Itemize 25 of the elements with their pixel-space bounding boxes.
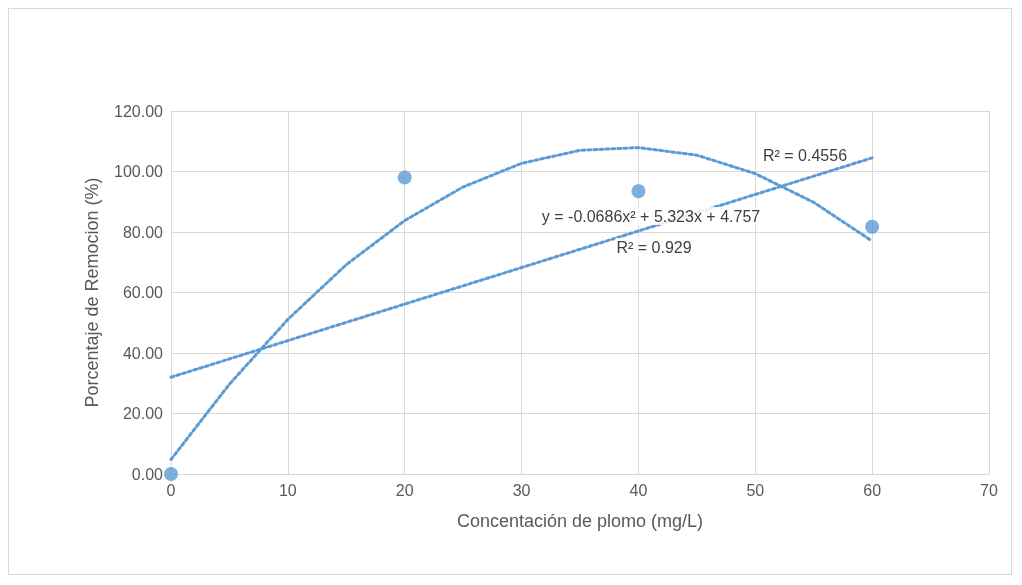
y-tick-label: 40.00	[122, 344, 164, 362]
y-tick-label: 100.00	[114, 163, 164, 180]
y-tick-label: 120.00	[114, 102, 164, 120]
y-tick-label: 60.00	[122, 284, 164, 301]
x-tick-label: 50	[746, 481, 765, 499]
y-tick-label: 20.00	[122, 405, 164, 422]
x-tick-label: 70	[980, 481, 998, 499]
x-tick-label: 30	[512, 481, 531, 499]
line-series	[169, 146, 874, 461]
annotation: R² = 0.929	[616, 238, 692, 256]
annotation: y = -0.0686x² + 5.323x + 4.757	[541, 207, 761, 225]
x-tick-label: 60	[863, 481, 882, 499]
x-tick-label: 20	[395, 481, 414, 499]
point	[631, 184, 646, 199]
x-tick-label: 0	[166, 481, 176, 499]
point	[865, 219, 880, 234]
point	[164, 467, 178, 481]
y-tick-label: 0.00	[131, 465, 164, 483]
x-axis-title: Concentación de plomo (mg/L)	[456, 511, 704, 531]
y-tick-label: 80.00	[122, 223, 164, 241]
annotation: R² = 0.4556	[762, 146, 848, 164]
point	[397, 170, 412, 185]
x-tick-label: 40	[629, 481, 648, 499]
y-axis-title: Porcentaje de Remocion (%)	[82, 177, 102, 408]
x-tick-label: 10	[278, 481, 297, 499]
